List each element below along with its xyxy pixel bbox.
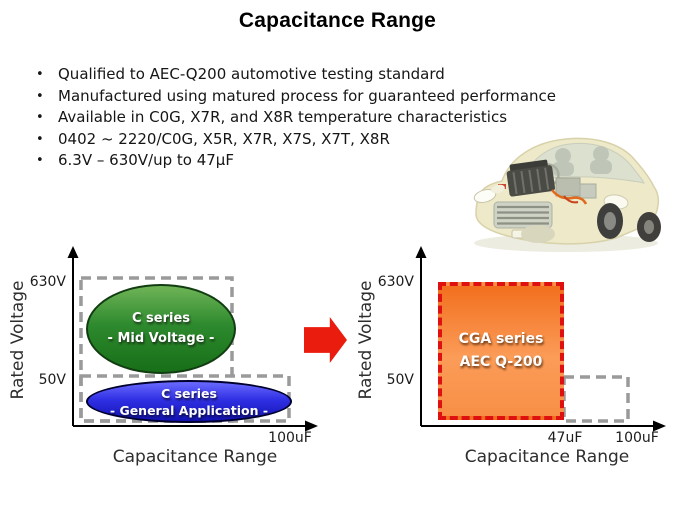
region-label-line1: CGA series — [458, 331, 544, 347]
bullet-item: Manufactured using matured process for g… — [30, 86, 660, 108]
uncovered-dashed-box — [562, 375, 630, 423]
grille — [493, 201, 553, 229]
left-x-tick-100uf: 100uF — [268, 430, 312, 446]
region-label-line1: C series — [131, 311, 191, 326]
cga-series-region: CGA series AEC Q-200 — [438, 282, 564, 420]
c-series-mid-voltage-region: C series - Mid Voltage - — [86, 284, 236, 374]
right-y-tick-50v: 50V — [386, 372, 414, 388]
right-chart-axes — [415, 246, 666, 432]
page-title: Capacitance Range — [238, 9, 437, 32]
region-label-line1: C series — [161, 385, 217, 401]
bullet-item: 0402 ~ 2220/C0G, X5R, X7R, X7S, X7T, X8R — [30, 129, 660, 151]
right-y-tick-630v: 630V — [377, 274, 414, 290]
region-label-line2: - Mid Voltage - — [107, 331, 215, 346]
passenger-silhouettes — [552, 146, 612, 176]
right-x-axis-label: Capacitance Range — [464, 447, 630, 467]
right-x-tick-47uf: 47uF — [547, 430, 583, 446]
c-series-general-application-region: C series - General Application - — [86, 380, 292, 423]
left-y-tick-630v: 630V — [29, 274, 66, 290]
left-y-tick-50v: 50V — [38, 372, 66, 388]
right-chart: Rated Voltage 630V 50V CGA series AEC Q-… — [348, 245, 675, 485]
front-wheel — [521, 225, 555, 243]
car-illustration — [473, 137, 661, 252]
bullet-list: Qualified to AEC-Q200 automotive testing… — [30, 64, 660, 172]
engine-block — [506, 159, 556, 197]
region-label-line2: AEC Q-200 — [459, 354, 543, 370]
right-x-tick-100uf: 100uF — [615, 430, 659, 446]
bullet-item: Qualified to AEC-Q200 automotive testing… — [30, 64, 660, 86]
left-x-axis-label: Capacitance Range — [112, 447, 278, 467]
region-label-line2: - General Application - — [109, 402, 269, 418]
bullet-item: 6.3V – 630V/up to 47µF — [30, 150, 660, 172]
bullet-item: Available in C0G, X7R, and X8R temperatu… — [30, 107, 660, 129]
left-chart: Rated Voltage 630V 50V C series - Mid Vo… — [0, 245, 340, 485]
